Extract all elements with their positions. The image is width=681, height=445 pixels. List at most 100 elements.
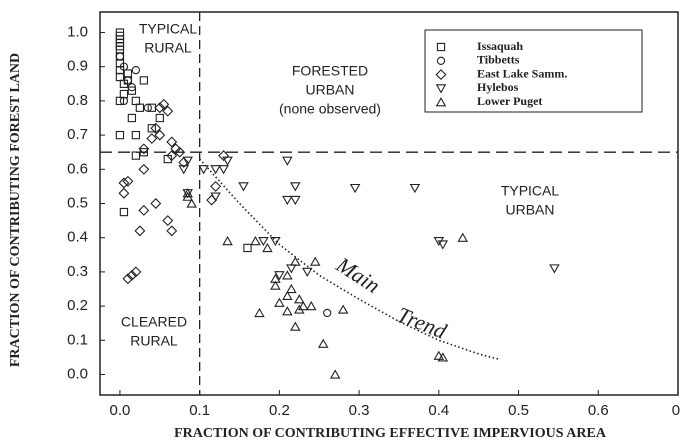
marker-diamond [178, 157, 190, 168]
x-tick-label: 0.2 [269, 402, 290, 419]
marker-circle [119, 62, 129, 71]
marker-square [243, 243, 252, 253]
legend-label: East Lake Samm. [477, 66, 567, 80]
legend-label: Hylebos [477, 80, 519, 94]
marker-diamond [150, 122, 162, 134]
marker-diamond [210, 180, 222, 192]
marker-circle [123, 76, 133, 85]
marker-tri-up [186, 198, 197, 208]
marker-tri-down [218, 165, 229, 175]
marker-square [131, 130, 141, 140]
y-tick-label: 0.7 [67, 126, 88, 143]
marker-tri-down [178, 165, 189, 175]
marker-square [115, 72, 125, 82]
y-axis-label: FRACTION OF CONTRIBUTING FOREST LAND [8, 53, 23, 367]
marker-tri-down [549, 264, 560, 274]
annotation: TYPICAL [501, 183, 560, 199]
legend-box [424, 29, 643, 113]
annotation: FORESTED [292, 63, 368, 79]
marker-diamond [126, 269, 138, 281]
marker-tri-down [302, 267, 313, 277]
marker-square [135, 103, 145, 112]
legend-label: Lower Puget [477, 94, 542, 108]
marker-diamond [166, 150, 178, 162]
marker-tri-up [329, 369, 341, 379]
marker-tri-up [282, 290, 293, 300]
marker-tri-down [210, 165, 221, 175]
marker-tri-up [433, 350, 445, 360]
annotation: TYPICAL [139, 21, 198, 37]
x-axis-label: FRACTION OF CONTRIBUTING EFFECTIVE IMPER… [174, 426, 607, 441]
x-tick-label: 0. [672, 402, 681, 419]
marker-tri-up [306, 301, 317, 311]
marker-diamond [218, 150, 230, 162]
marker-tri-down [270, 236, 281, 247]
marker-tri-up [437, 352, 449, 362]
annotation: (none observed) [279, 101, 381, 117]
y-tick-label: 0.9 [67, 58, 88, 75]
marker-tri-up [290, 321, 301, 331]
x-tick-label: 0.0 [110, 402, 131, 419]
marker-square [131, 96, 141, 106]
x-tick-label: 0.6 [588, 402, 609, 419]
marker-diamond [166, 136, 178, 148]
marker-diamond [146, 133, 158, 144]
marker-tri-up [182, 188, 193, 198]
marker-tri-up [294, 294, 305, 304]
marker-diamond [158, 98, 170, 110]
marker-tri-down [274, 271, 285, 281]
marker-circle [127, 83, 137, 92]
y-tick-label: 0.5 [67, 194, 88, 211]
y-tick-label: 1.0 [67, 23, 88, 40]
marker-tri-up [317, 338, 329, 348]
y-tick-label: 0.1 [67, 331, 88, 348]
marker-tri-down [290, 195, 301, 206]
marker-diamond [154, 102, 166, 114]
x-tick-label: 0.5 [508, 402, 529, 419]
y-tick-label: 0.3 [67, 263, 88, 280]
marker-tri-up [250, 236, 261, 246]
marker-tri-down [238, 182, 249, 192]
marker-tri-up [337, 304, 349, 314]
y-tick-label: 0.6 [67, 160, 88, 177]
y-tick-label: 0.0 [67, 365, 88, 382]
marker-tri-up [290, 256, 301, 266]
marker-tri-up [254, 307, 265, 318]
marker-circle [119, 96, 129, 106]
marker-square [119, 207, 129, 217]
marker-square [436, 42, 446, 52]
marker-tri-up [270, 280, 281, 290]
marker-diamond [122, 273, 134, 285]
marker-square [119, 89, 129, 99]
marker-diamond [138, 143, 150, 155]
marker-tri-up [298, 301, 309, 311]
marker-diamond [166, 225, 178, 237]
marker-circle [115, 52, 125, 61]
marker-diamond [150, 198, 162, 209]
marker-tri-up [282, 306, 293, 316]
marker-square [127, 113, 137, 123]
marker-diamond [154, 129, 166, 141]
marker-square [139, 76, 148, 85]
marker-tri-down [258, 236, 269, 247]
series-group [182, 188, 469, 379]
marker-tri-up [309, 256, 321, 266]
marker-circle [323, 308, 332, 318]
x-tick-label: 0.3 [349, 402, 370, 419]
marker-tri-up [435, 97, 447, 107]
marker-tri-up [457, 232, 469, 242]
x-tick-label: 0.1 [189, 402, 210, 419]
marker-tri-down [290, 182, 301, 192]
annotation: Main [331, 251, 384, 298]
marker-tri-up [274, 297, 285, 307]
annotation: Trend [394, 302, 451, 344]
series-group [118, 98, 230, 285]
series-group [178, 156, 560, 281]
marker-tri-down [282, 156, 293, 166]
marker-tri-up [222, 236, 233, 246]
marker-diamond [138, 204, 150, 216]
y-tick-label: 0.8 [67, 92, 88, 109]
marker-square [123, 69, 133, 78]
